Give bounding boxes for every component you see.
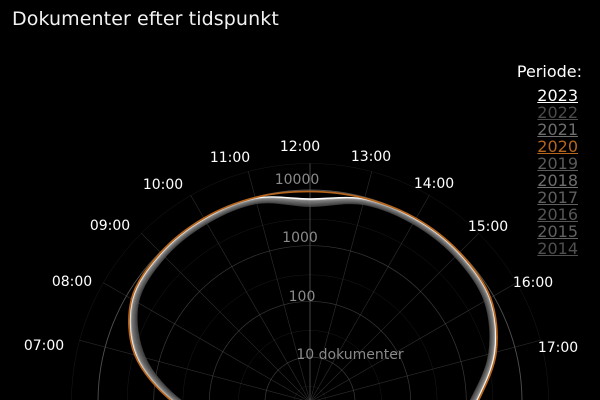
series-line-2021	[131, 198, 495, 400]
grid-spoke-17	[316, 339, 541, 400]
series-line-2014	[136, 201, 491, 400]
series-line-2023	[129, 196, 497, 400]
grid-spoke-16	[312, 282, 517, 400]
series-line-2018	[132, 199, 494, 400]
series-line-2020	[128, 190, 498, 400]
legend-item-2022[interactable]: 2022	[537, 103, 578, 122]
series-line-2019	[131, 198, 494, 400]
legend-item-2017[interactable]: 2017	[537, 188, 578, 207]
hour-tick-1400: 14:00	[413, 176, 455, 192]
legend: Periode: 2023 2022 2021 2020 2019 2018 2017 201…	[472, 62, 592, 257]
hour-tick-1700: 17:00	[537, 340, 579, 356]
radial-tick-1: 1000	[282, 230, 318, 246]
grid-spoke-7	[79, 339, 304, 400]
grid-spoke-13	[310, 171, 373, 400]
legend-item-2016[interactable]: 2016	[537, 205, 578, 224]
legend-item-2021[interactable]: 2021	[537, 120, 578, 139]
legend-item-2018[interactable]: 2018	[537, 171, 578, 190]
series-line-2016	[134, 200, 493, 400]
hour-tick-1100: 11:00	[209, 150, 251, 166]
legend-item-2020[interactable]: 2020	[537, 137, 578, 156]
legend-item-2023[interactable]: 2023	[537, 86, 578, 105]
hour-tick-1000: 10:00	[142, 177, 184, 193]
series-line-2017	[133, 199, 493, 400]
grid-spoke-10	[190, 195, 310, 400]
hour-tick-0900: 09:00	[89, 218, 131, 234]
legend-items: 2023 2022 2021 2020 2019 2018 2017 2016 2015 2014	[472, 87, 592, 257]
series-line-2015	[135, 201, 492, 400]
legend-item-2019[interactable]: 2019	[537, 154, 578, 173]
grid-spoke-11	[247, 171, 310, 400]
legend-title: Periode:	[516, 62, 582, 81]
hour-tick-1600: 16:00	[512, 275, 554, 291]
series-group	[128, 190, 498, 400]
legend-item-2014[interactable]: 2014	[537, 239, 578, 258]
hour-tick-1500: 15:00	[467, 219, 509, 235]
polar-grid	[71, 163, 549, 400]
hour-tick-1200: 12:00	[279, 139, 321, 155]
hour-tick-0800: 08:00	[51, 274, 93, 290]
grid-spoke-15	[311, 233, 479, 400]
radial-tick-3: 10 dokumenter	[296, 347, 404, 363]
page-title: Dokumenter efter tidspunkt	[12, 8, 279, 30]
legend-item-2015[interactable]: 2015	[537, 222, 578, 241]
grid-spoke-14	[310, 195, 430, 400]
grid-spoke-9	[141, 233, 309, 400]
series-line-2022	[130, 197, 496, 400]
radial-tick-0: 10000	[274, 172, 320, 188]
radial-tick-2: 100	[288, 289, 316, 305]
hour-tick-1300: 13:00	[350, 149, 392, 165]
hour-tick-0700: 07:00	[23, 338, 65, 354]
